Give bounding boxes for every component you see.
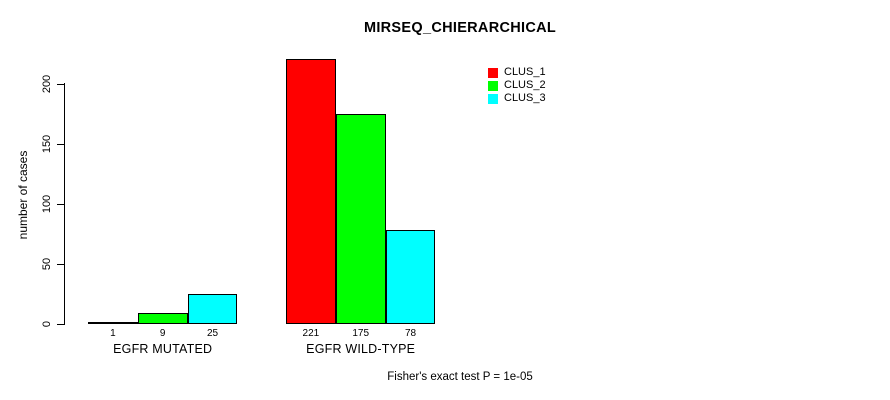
y-tick [57,143,64,145]
bar-clus_1-group2 [286,59,336,324]
bar-value-label: 1 [110,328,116,339]
y-tick-label: 0 [41,320,53,328]
legend-swatch-icon [488,93,498,104]
y-axis-label: number of cases [16,150,30,240]
legend-entry: CLUS_3 [488,92,546,105]
bar-clus_3-group2 [385,230,436,324]
bar-value-label: 175 [352,328,370,339]
legend-entry: CLUS_1 [488,66,546,79]
legend: CLUS_1 CLUS_2 CLUS_3 [488,66,546,105]
chart-title: MIRSEQ_CHIERARCHICAL [363,20,557,36]
bar-clus_2-group2 [335,114,386,324]
y-tick [57,323,64,325]
bar-value-label: 9 [159,328,166,339]
legend-swatch-icon [488,80,498,91]
legend-label: CLUS_3 [504,92,546,104]
category-label: EGFR MUTATED [113,342,213,356]
category-label: EGFR WILD-TYPE [306,342,416,356]
y-tick-label: 150 [41,134,53,154]
y-tick [57,263,64,265]
bar-clus_2-group1 [137,313,188,324]
bar-clus_1-group1 [88,322,138,324]
y-tick [57,203,64,205]
y-tick-label: 200 [41,74,53,94]
y-tick-label: 100 [41,194,53,214]
legend-entry: CLUS_2 [488,79,546,92]
caption: Fisher's exact test P = 1e-05 [387,371,533,383]
bar-value-label: 221 [302,328,320,339]
bar-value-label: 78 [404,328,417,339]
y-axis-line [64,83,66,325]
legend-label: CLUS_2 [504,79,546,91]
bar-value-label: 25 [206,328,219,339]
bar-clus_3-group1 [187,294,238,324]
y-tick [57,83,64,85]
legend-label: CLUS_1 [504,66,546,78]
legend-swatch-icon [488,67,498,78]
y-tick-label: 50 [41,257,53,271]
